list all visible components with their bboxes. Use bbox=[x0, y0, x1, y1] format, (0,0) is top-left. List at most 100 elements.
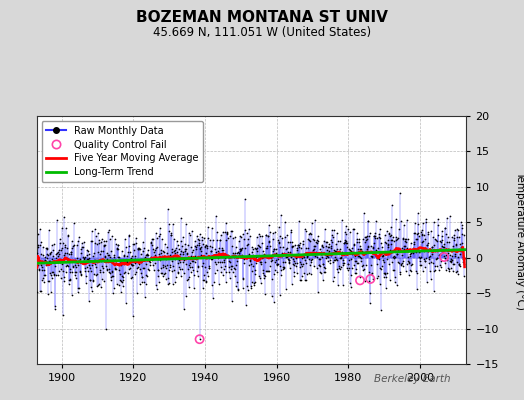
Point bbox=[266, 229, 274, 235]
Point bbox=[270, 245, 279, 252]
Point bbox=[192, 233, 201, 239]
Point bbox=[230, 252, 238, 258]
Point bbox=[448, 252, 456, 259]
Point bbox=[419, 238, 427, 244]
Point bbox=[453, 268, 462, 274]
Point bbox=[272, 260, 281, 267]
Point bbox=[442, 215, 451, 221]
Point bbox=[173, 249, 181, 255]
Point bbox=[235, 252, 243, 258]
Point bbox=[431, 236, 440, 243]
Point bbox=[258, 266, 267, 273]
Point bbox=[121, 259, 129, 265]
Point bbox=[237, 244, 246, 251]
Point bbox=[243, 283, 251, 289]
Point bbox=[197, 248, 205, 255]
Point bbox=[154, 267, 162, 274]
Point bbox=[434, 247, 443, 253]
Point bbox=[42, 262, 50, 268]
Point bbox=[315, 262, 323, 268]
Point bbox=[237, 246, 245, 253]
Point bbox=[424, 248, 433, 255]
Point bbox=[443, 239, 451, 245]
Point bbox=[213, 254, 222, 261]
Point bbox=[128, 253, 136, 259]
Point bbox=[164, 274, 172, 281]
Point bbox=[269, 236, 277, 243]
Point bbox=[349, 250, 357, 256]
Point bbox=[372, 218, 380, 224]
Point bbox=[300, 254, 308, 260]
Point bbox=[433, 238, 442, 244]
Point bbox=[108, 273, 117, 280]
Point bbox=[259, 254, 267, 260]
Point bbox=[122, 258, 130, 265]
Point bbox=[424, 231, 432, 238]
Point bbox=[148, 255, 156, 262]
Point bbox=[180, 248, 189, 254]
Point bbox=[40, 258, 48, 264]
Point bbox=[308, 256, 316, 262]
Point bbox=[169, 236, 178, 242]
Point bbox=[97, 263, 106, 270]
Point bbox=[227, 228, 236, 234]
Point bbox=[129, 261, 137, 268]
Point bbox=[315, 262, 323, 268]
Point bbox=[274, 260, 282, 267]
Point bbox=[364, 244, 373, 251]
Point bbox=[73, 258, 81, 265]
Point bbox=[444, 264, 453, 271]
Point bbox=[307, 259, 315, 265]
Point bbox=[248, 278, 256, 285]
Point bbox=[222, 237, 231, 243]
Point bbox=[114, 254, 122, 260]
Point bbox=[238, 276, 247, 282]
Point bbox=[179, 249, 188, 255]
Point bbox=[232, 262, 240, 268]
Point bbox=[429, 234, 438, 240]
Point bbox=[374, 255, 383, 262]
Point bbox=[330, 227, 338, 233]
Point bbox=[117, 278, 126, 285]
Point bbox=[78, 240, 86, 246]
Point bbox=[284, 256, 292, 263]
Point bbox=[90, 250, 98, 256]
Point bbox=[270, 267, 279, 273]
Point bbox=[162, 262, 171, 268]
Point bbox=[217, 232, 225, 238]
Point bbox=[298, 241, 307, 248]
Point bbox=[70, 261, 79, 268]
Point bbox=[343, 240, 351, 246]
Point bbox=[66, 266, 74, 272]
Point bbox=[350, 226, 358, 232]
Point bbox=[363, 246, 371, 252]
Point bbox=[202, 249, 211, 256]
Point bbox=[395, 248, 403, 254]
Point bbox=[202, 242, 210, 248]
Point bbox=[316, 248, 325, 255]
Point bbox=[301, 228, 310, 234]
Point bbox=[93, 249, 102, 256]
Point bbox=[62, 224, 70, 231]
Point bbox=[103, 250, 111, 256]
Point bbox=[432, 256, 440, 262]
Point bbox=[106, 270, 114, 276]
Point bbox=[71, 272, 79, 278]
Point bbox=[382, 285, 390, 291]
Point bbox=[379, 258, 388, 265]
Point bbox=[35, 266, 43, 273]
Point bbox=[80, 256, 89, 262]
Point bbox=[53, 250, 61, 256]
Point bbox=[346, 228, 354, 235]
Point bbox=[106, 254, 114, 260]
Point bbox=[326, 242, 335, 249]
Point bbox=[442, 252, 451, 259]
Point bbox=[428, 244, 436, 250]
Point bbox=[163, 244, 171, 250]
Point bbox=[431, 237, 440, 243]
Point bbox=[374, 245, 382, 251]
Point bbox=[216, 259, 224, 265]
Point bbox=[267, 252, 276, 259]
Point bbox=[460, 273, 468, 279]
Point bbox=[397, 262, 405, 268]
